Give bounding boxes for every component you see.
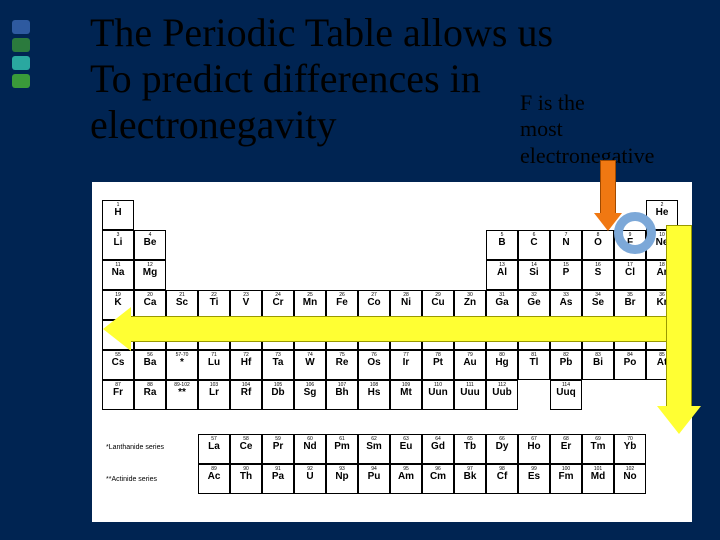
element-cell: 106Sg	[294, 380, 326, 410]
element-cell: 94Pu	[358, 464, 390, 494]
element-cell: 13Al	[486, 260, 518, 290]
element-cell: 84Po	[614, 350, 646, 380]
element-cell: 56Ba	[134, 350, 166, 380]
periodic-table: 1H2He3Li4Be5B6C7N8O9F10Ne11Na12Mg13Al14S…	[92, 182, 692, 522]
element-cell: 68Er	[550, 434, 582, 464]
element-cell: 78Pt	[422, 350, 454, 380]
highlight-circle-icon	[614, 212, 656, 254]
element-cell: 77Ir	[390, 350, 422, 380]
element-cell: 96Cm	[422, 464, 454, 494]
element-cell: 57La	[198, 434, 230, 464]
element-cell: 79Au	[454, 350, 486, 380]
element-cell: 14Si	[518, 260, 550, 290]
element-cell: 64Gd	[422, 434, 454, 464]
element-cell: 93Np	[326, 464, 358, 494]
annotation-text: F is the most electronegative	[520, 90, 720, 169]
element-cell: 112Uub	[486, 380, 518, 410]
element-cell: 100Fm	[550, 464, 582, 494]
element-cell: 63Eu	[390, 434, 422, 464]
element-cell: 109Mt	[390, 380, 422, 410]
element-cell: 98Cf	[486, 464, 518, 494]
element-cell: 92U	[294, 464, 326, 494]
orange-down-arrow-icon	[600, 160, 616, 214]
element-cell: 97Bk	[454, 464, 486, 494]
annotation-line-3: electronegative	[520, 143, 720, 169]
element-cell: 61Pm	[326, 434, 358, 464]
element-cell: 74W	[294, 350, 326, 380]
element-cell: 87Fr	[102, 380, 134, 410]
element-cell: 1H	[102, 200, 134, 230]
element-cell: 108Hs	[358, 380, 390, 410]
element-cell: 80Hg	[486, 350, 518, 380]
element-cell: 58Ce	[230, 434, 262, 464]
element-cell: 57-70*	[166, 350, 198, 380]
element-cell: 107Bh	[326, 380, 358, 410]
series-label: *Lanthanide series	[106, 444, 164, 451]
element-cell: 82Pb	[550, 350, 582, 380]
element-cell: 111Uuu	[454, 380, 486, 410]
element-cell: 71Lu	[198, 350, 230, 380]
sidebar-dot-icon	[12, 74, 30, 88]
element-cell: 102No	[614, 464, 646, 494]
element-cell: 88Ra	[134, 380, 166, 410]
element-cell: 101Md	[582, 464, 614, 494]
element-cell: 114Uuq	[550, 380, 582, 410]
element-cell: 73Ta	[262, 350, 294, 380]
element-cell: 110Uun	[422, 380, 454, 410]
element-cell: 83Bi	[582, 350, 614, 380]
element-cell: 17Cl	[614, 260, 646, 290]
sidebar-dot-icon	[12, 20, 30, 34]
sidebar-dot-icon	[12, 56, 30, 70]
element-cell: 62Sm	[358, 434, 390, 464]
element-cell: 76Os	[358, 350, 390, 380]
element-cell: 105Db	[262, 380, 294, 410]
element-cell: 12Mg	[134, 260, 166, 290]
element-cell: 5B	[486, 230, 518, 260]
element-cell: 103Lr	[198, 380, 230, 410]
element-cell: 99Es	[518, 464, 550, 494]
element-cell: 75Re	[326, 350, 358, 380]
element-cell: 55Cs	[102, 350, 134, 380]
element-cell: 8O	[582, 230, 614, 260]
element-cell: 67Ho	[518, 434, 550, 464]
element-cell: 90Th	[230, 464, 262, 494]
element-cell: 15P	[550, 260, 582, 290]
element-cell: 89-102**	[166, 380, 198, 410]
element-cell: 89Ac	[198, 464, 230, 494]
yellow-down-arrow-icon	[666, 225, 692, 407]
element-cell: 16S	[582, 260, 614, 290]
element-cell: 7N	[550, 230, 582, 260]
annotation-line-2: most	[520, 116, 720, 142]
element-cell: 81Tl	[518, 350, 550, 380]
element-cell: 104Rf	[230, 380, 262, 410]
element-cell: 70Yb	[614, 434, 646, 464]
element-cell: 11Na	[102, 260, 134, 290]
element-cell: 91Pa	[262, 464, 294, 494]
yellow-left-arrow-icon	[130, 316, 672, 342]
element-cell: 69Tm	[582, 434, 614, 464]
element-cell: 95Am	[390, 464, 422, 494]
sidebar-dot-icon	[12, 38, 30, 52]
element-cell: 72Hf	[230, 350, 262, 380]
element-cell: 65Tb	[454, 434, 486, 464]
series-label: **Actinide series	[106, 476, 157, 483]
element-cell: 3Li	[102, 230, 134, 260]
element-cell: 4Be	[134, 230, 166, 260]
title-line-1: The Periodic Table allows us	[90, 10, 650, 56]
element-cell: 59Pr	[262, 434, 294, 464]
element-cell: 60Nd	[294, 434, 326, 464]
annotation-line-1: F is the	[520, 90, 720, 116]
element-cell: 66Dy	[486, 434, 518, 464]
element-cell: 6C	[518, 230, 550, 260]
